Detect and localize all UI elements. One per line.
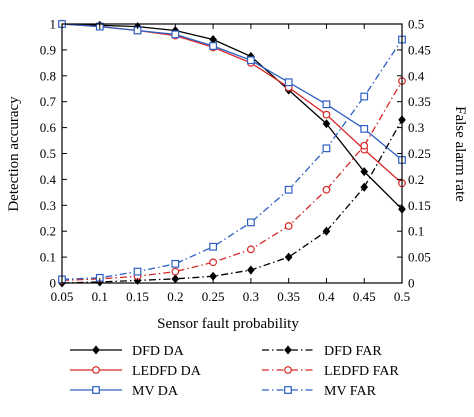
legend-marker xyxy=(92,386,100,394)
y-right-tick-label: 0 xyxy=(408,276,415,291)
y-right-tick-label: 0.35 xyxy=(408,94,431,109)
y-right-tick-label: 0.45 xyxy=(408,42,431,57)
data-point xyxy=(360,124,369,133)
x-axis-label: Sensor fault probability xyxy=(157,316,299,332)
y-right-tick-label: 0.1 xyxy=(408,224,424,239)
data-point xyxy=(284,252,293,262)
series-line xyxy=(61,80,403,282)
x-tick-label: 0.35 xyxy=(277,289,300,304)
x-tick-label: 0.1 xyxy=(92,289,108,304)
data-point xyxy=(360,92,369,101)
data-point xyxy=(284,78,293,87)
y-left-tick-label: 0 xyxy=(50,276,57,291)
legend-label: DFD FAR xyxy=(324,344,382,359)
x-tick-label: 0.2 xyxy=(167,289,183,304)
plot-frame xyxy=(61,23,403,284)
y-right-tick-label: 0.05 xyxy=(408,250,431,265)
data-point xyxy=(284,222,293,230)
legend-label: MV FAR xyxy=(324,384,377,399)
legend-item: DFD FAR xyxy=(262,344,382,359)
y-left-tick-label: 0.3 xyxy=(40,198,56,213)
y-left-tick-label: 0.1 xyxy=(40,250,56,265)
y-left-tick-label: 0.8 xyxy=(40,68,56,83)
series-ledfd-da xyxy=(58,20,406,188)
y-left-tick-label: 0.9 xyxy=(40,42,56,57)
data-point xyxy=(246,56,255,65)
x-tick-label: 0.4 xyxy=(318,289,335,304)
series-ledfd-far xyxy=(58,77,406,285)
x-tick-label: 0.15 xyxy=(126,289,149,304)
series-line xyxy=(61,23,403,161)
data-point xyxy=(209,242,218,251)
y-right-tick-label: 0.25 xyxy=(408,146,431,161)
data-point xyxy=(360,167,369,177)
data-point xyxy=(171,267,180,276)
data-point xyxy=(322,110,331,119)
data-point xyxy=(209,258,218,267)
y-right-tick-label: 0.3 xyxy=(408,120,424,135)
legend-item: MV FAR xyxy=(262,384,377,399)
y-right-tick-label: 0.2 xyxy=(408,172,424,187)
legend-label: LEDFD DA xyxy=(132,364,202,379)
data-point xyxy=(322,119,331,129)
axes-layer: 0.05 0.1 0.15 0.2 0.25 0.3 0.35 0.4 0.45 0.500.10… xyxy=(40,17,431,305)
series-layer xyxy=(58,19,406,288)
y-left-tick-label: 0.6 xyxy=(40,120,57,135)
y-left-tick-label: 0.4 xyxy=(40,172,57,187)
x-tick-label: 0.3 xyxy=(243,289,259,304)
legend-item: LEDFD DA xyxy=(70,364,202,379)
data-point xyxy=(209,42,218,50)
series-dfd-da xyxy=(58,19,406,214)
data-point xyxy=(171,259,180,268)
legend-item: DFD DA xyxy=(70,344,185,359)
series-line xyxy=(61,39,403,281)
data-point xyxy=(360,182,369,192)
legend-item: MV DA xyxy=(70,384,179,399)
legend-marker xyxy=(284,386,292,394)
y-right-tick-label: 0.5 xyxy=(408,17,424,32)
legend-marker xyxy=(284,345,292,355)
series-mv-da xyxy=(58,20,406,164)
data-point xyxy=(322,185,331,194)
series-dfd-far xyxy=(58,115,406,288)
data-point xyxy=(322,226,331,236)
data-point xyxy=(322,144,331,153)
data-point xyxy=(247,265,255,275)
y-left-tick-label: 0.2 xyxy=(40,224,56,239)
series-line xyxy=(61,119,403,284)
y-axis-label-left: Detection accuracy xyxy=(6,96,22,212)
legend-label: LEDFD FAR xyxy=(324,364,399,379)
data-point xyxy=(246,245,255,254)
y-left-tick-label: 1 xyxy=(50,17,57,32)
legend-marker xyxy=(284,366,292,374)
series-mv-far xyxy=(58,35,406,284)
data-point xyxy=(322,100,331,109)
x-tick-label: 0.45 xyxy=(353,289,376,304)
data-point xyxy=(133,267,142,276)
y-left-tick-label: 0.5 xyxy=(40,146,56,161)
data-point xyxy=(360,141,369,150)
legend-label: DFD DA xyxy=(132,344,185,359)
legend-item: LEDFD FAR xyxy=(262,364,399,379)
series-line xyxy=(61,23,403,210)
data-point xyxy=(284,185,293,194)
data-point xyxy=(171,30,180,39)
legend: DFD DA LEDFD DA MV DA DFD FAR LEDFD FAR MV FA… xyxy=(70,344,399,399)
y-right-tick-label: 0.15 xyxy=(408,198,431,213)
legend-marker xyxy=(92,366,100,374)
x-tick-label: 0.05 xyxy=(51,289,74,304)
x-tick-label: 0.25 xyxy=(202,289,225,304)
y-axis-label-right: False alarm rate xyxy=(452,106,468,202)
legend-label: MV DA xyxy=(132,384,179,399)
legend-marker xyxy=(92,345,100,355)
y-right-tick-label: 0.4 xyxy=(408,68,425,83)
x-tick-label: 0.5 xyxy=(394,289,410,304)
data-point xyxy=(246,218,255,227)
y-left-tick-label: 0.7 xyxy=(40,94,57,109)
